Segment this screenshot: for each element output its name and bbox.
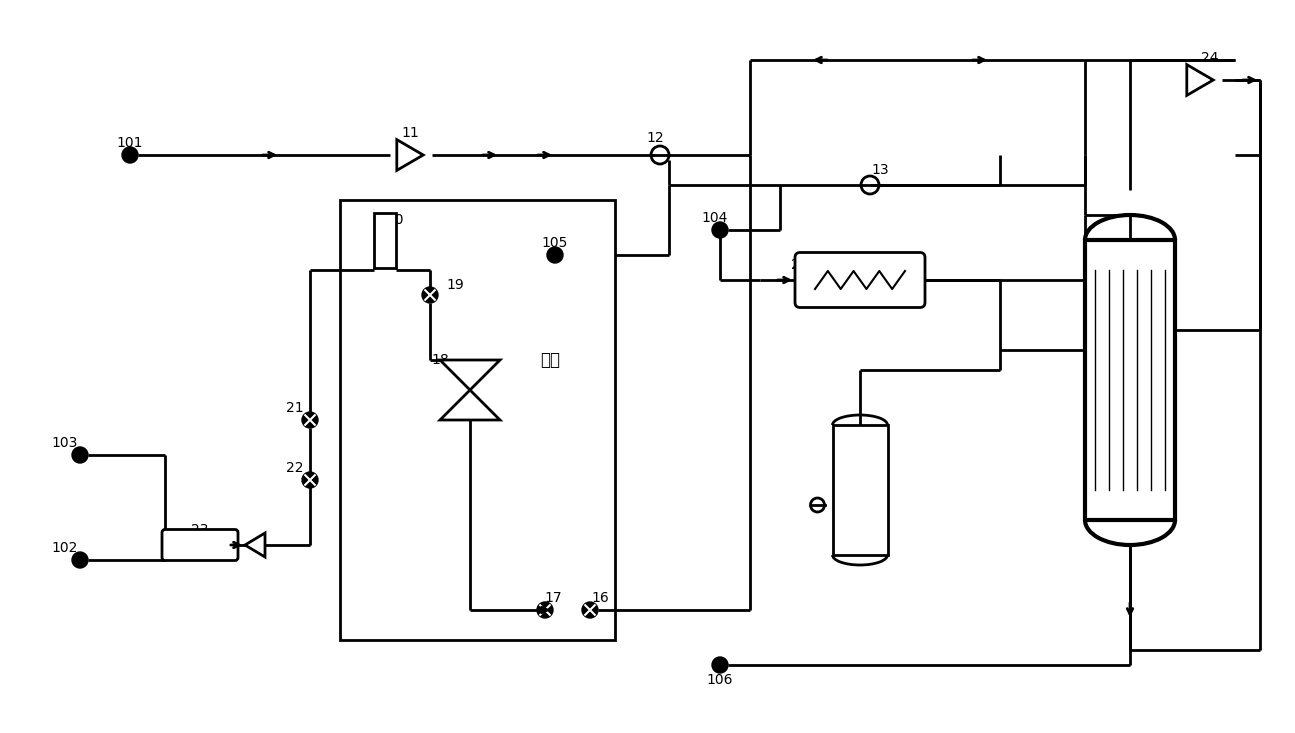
- FancyBboxPatch shape: [162, 529, 238, 561]
- Circle shape: [73, 552, 88, 568]
- Polygon shape: [440, 360, 500, 390]
- Circle shape: [422, 287, 438, 303]
- Text: 14: 14: [1136, 288, 1154, 302]
- Circle shape: [73, 447, 88, 463]
- Text: 24: 24: [1202, 51, 1219, 65]
- Circle shape: [546, 247, 563, 263]
- Text: 20: 20: [386, 213, 404, 227]
- Circle shape: [581, 602, 598, 618]
- Circle shape: [122, 147, 139, 163]
- Text: 13: 13: [872, 163, 888, 177]
- Circle shape: [302, 412, 319, 428]
- Polygon shape: [1186, 65, 1213, 95]
- Text: 12: 12: [646, 131, 664, 145]
- Text: 11: 11: [401, 126, 418, 140]
- Text: 15: 15: [837, 503, 853, 517]
- Bar: [374, 213, 396, 268]
- Bar: [833, 425, 887, 555]
- Circle shape: [712, 657, 728, 673]
- Text: 102: 102: [52, 541, 78, 555]
- Circle shape: [537, 602, 553, 618]
- Circle shape: [302, 472, 319, 488]
- Text: 25: 25: [791, 258, 809, 272]
- Text: 21: 21: [286, 401, 304, 415]
- Text: 22: 22: [286, 461, 304, 475]
- Text: 103: 103: [52, 436, 78, 450]
- Polygon shape: [245, 533, 265, 557]
- Text: 19: 19: [445, 278, 464, 292]
- Text: 17: 17: [544, 591, 562, 605]
- Text: 106: 106: [707, 673, 733, 687]
- Bar: [341, 200, 615, 640]
- Polygon shape: [440, 390, 500, 420]
- Text: 105: 105: [541, 236, 569, 250]
- Bar: [1085, 240, 1175, 520]
- FancyBboxPatch shape: [795, 252, 925, 308]
- Text: 去水: 去水: [540, 351, 559, 369]
- Text: 23: 23: [192, 523, 208, 537]
- Text: 104: 104: [702, 211, 728, 225]
- Circle shape: [712, 222, 728, 238]
- Polygon shape: [396, 139, 423, 170]
- Text: 16: 16: [591, 591, 609, 605]
- Text: 101: 101: [117, 136, 144, 150]
- Text: 18: 18: [431, 353, 449, 367]
